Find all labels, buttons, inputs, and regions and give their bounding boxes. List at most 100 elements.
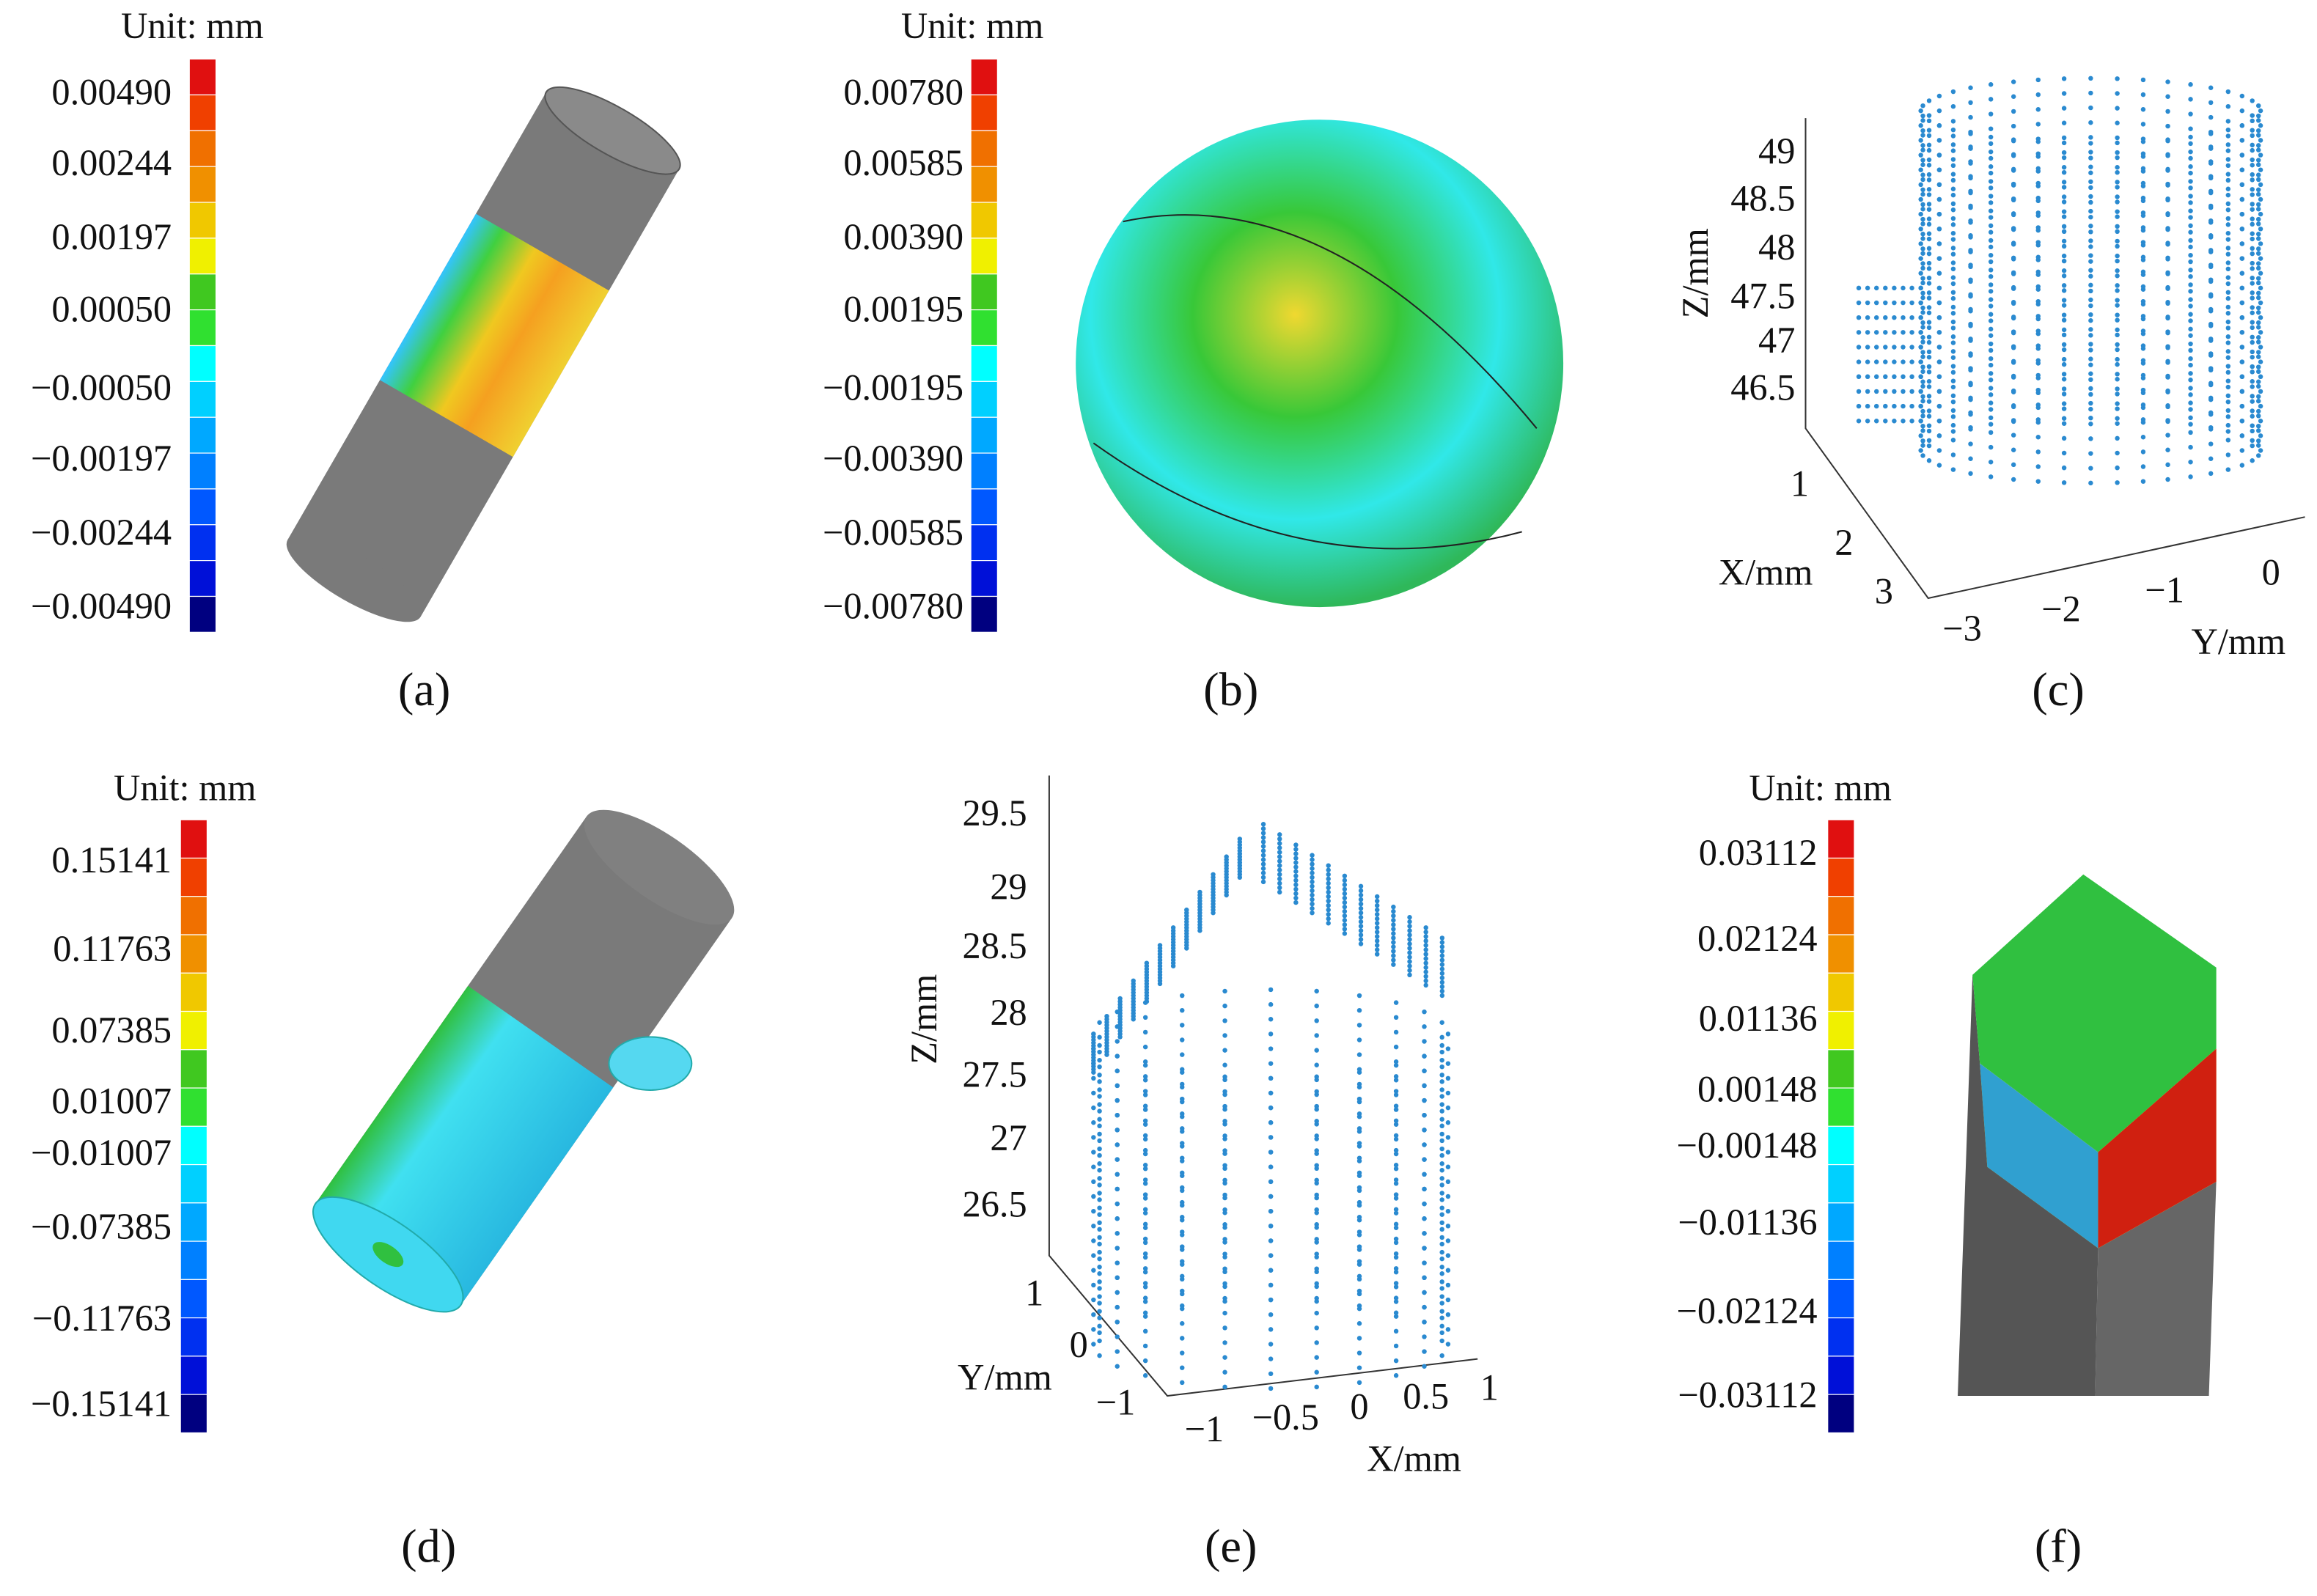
point	[1393, 1236, 1399, 1242]
point	[1439, 1249, 1444, 1255]
point	[1142, 1251, 1148, 1257]
colorbar-segment	[970, 560, 998, 597]
point	[1918, 315, 1923, 320]
point	[2088, 164, 2093, 169]
point	[1950, 207, 1956, 213]
point	[1326, 880, 1331, 886]
point	[2011, 404, 2016, 410]
point	[2255, 305, 2261, 311]
point	[2255, 265, 2261, 271]
point	[1950, 216, 1956, 221]
point	[2140, 328, 2146, 334]
point	[1222, 1122, 1227, 1127]
point	[1439, 1161, 1444, 1166]
point	[2250, 423, 2255, 428]
point	[1393, 1210, 1399, 1216]
point	[1439, 953, 1445, 958]
colorbar-tick-label: 0.00490	[51, 72, 172, 113]
point	[1936, 389, 1942, 394]
point	[2208, 188, 2214, 194]
point	[2088, 297, 2093, 303]
point	[1222, 1254, 1227, 1259]
point	[2061, 372, 2067, 377]
colorbar-segment	[970, 524, 998, 562]
point	[2088, 259, 2093, 264]
point	[1222, 1033, 1227, 1038]
point	[1918, 152, 1923, 158]
point	[2061, 361, 2067, 367]
point	[1091, 1208, 1096, 1214]
point	[1988, 341, 1994, 347]
point	[1342, 931, 1348, 936]
point	[2250, 443, 2255, 449]
point	[1439, 1301, 1444, 1306]
y-tick-label: −1	[2145, 570, 2184, 611]
point	[1422, 1024, 1427, 1029]
point	[2188, 407, 2193, 412]
point	[1439, 993, 1445, 999]
point	[1356, 1336, 1362, 1341]
point	[1918, 196, 1923, 202]
point	[1097, 1161, 1102, 1166]
point	[2255, 118, 2261, 123]
point	[2239, 300, 2245, 306]
point	[1115, 1231, 1120, 1236]
point	[1293, 891, 1299, 897]
point	[2011, 330, 2016, 336]
point	[2035, 464, 2041, 469]
point	[1222, 1284, 1227, 1290]
point	[2225, 281, 2231, 287]
point	[2255, 236, 2261, 241]
point	[1314, 1048, 1319, 1053]
point	[1926, 187, 1932, 192]
point	[1950, 334, 1956, 339]
point	[1091, 1164, 1096, 1169]
point	[1439, 975, 1445, 981]
point	[2061, 180, 2067, 185]
point	[1439, 1197, 1444, 1202]
point	[1097, 1279, 1102, 1284]
point	[1374, 934, 1380, 939]
point	[1115, 1260, 1120, 1265]
point	[2011, 242, 2016, 247]
point	[1883, 345, 1888, 350]
point	[1091, 1179, 1096, 1185]
point	[1097, 1042, 1102, 1048]
point	[1310, 857, 1315, 862]
point	[1407, 924, 1412, 929]
point	[1439, 979, 1445, 985]
point	[2255, 158, 2261, 163]
point	[1439, 1220, 1444, 1226]
point	[2115, 480, 2120, 485]
point	[2188, 185, 2193, 191]
point	[2088, 268, 2093, 273]
colorbar-segment	[970, 345, 998, 382]
point	[1920, 354, 1925, 359]
point	[1391, 918, 1396, 923]
point	[2208, 321, 2214, 327]
point	[1260, 835, 1266, 840]
point	[1950, 340, 1956, 345]
x-tick-label: 0	[1350, 1386, 1368, 1427]
point	[1142, 1358, 1148, 1364]
point	[2115, 283, 2120, 288]
point	[1358, 892, 1364, 898]
point	[1988, 297, 1994, 302]
point	[1142, 1269, 1148, 1275]
point	[2165, 242, 2170, 247]
point	[1314, 1122, 1319, 1127]
point	[2208, 441, 2214, 446]
point	[1950, 429, 1956, 434]
point	[2140, 343, 2146, 348]
point	[1445, 1046, 1451, 1051]
point	[1170, 963, 1176, 968]
point	[2011, 286, 2016, 291]
point	[1988, 141, 1994, 147]
point	[1439, 1235, 1444, 1240]
point	[1268, 1312, 1274, 1317]
x-tick-label: 0.5	[1403, 1376, 1449, 1417]
point	[1310, 888, 1315, 894]
point	[1142, 1133, 1148, 1139]
point	[1968, 248, 1973, 253]
colorbar-segment	[970, 273, 998, 311]
